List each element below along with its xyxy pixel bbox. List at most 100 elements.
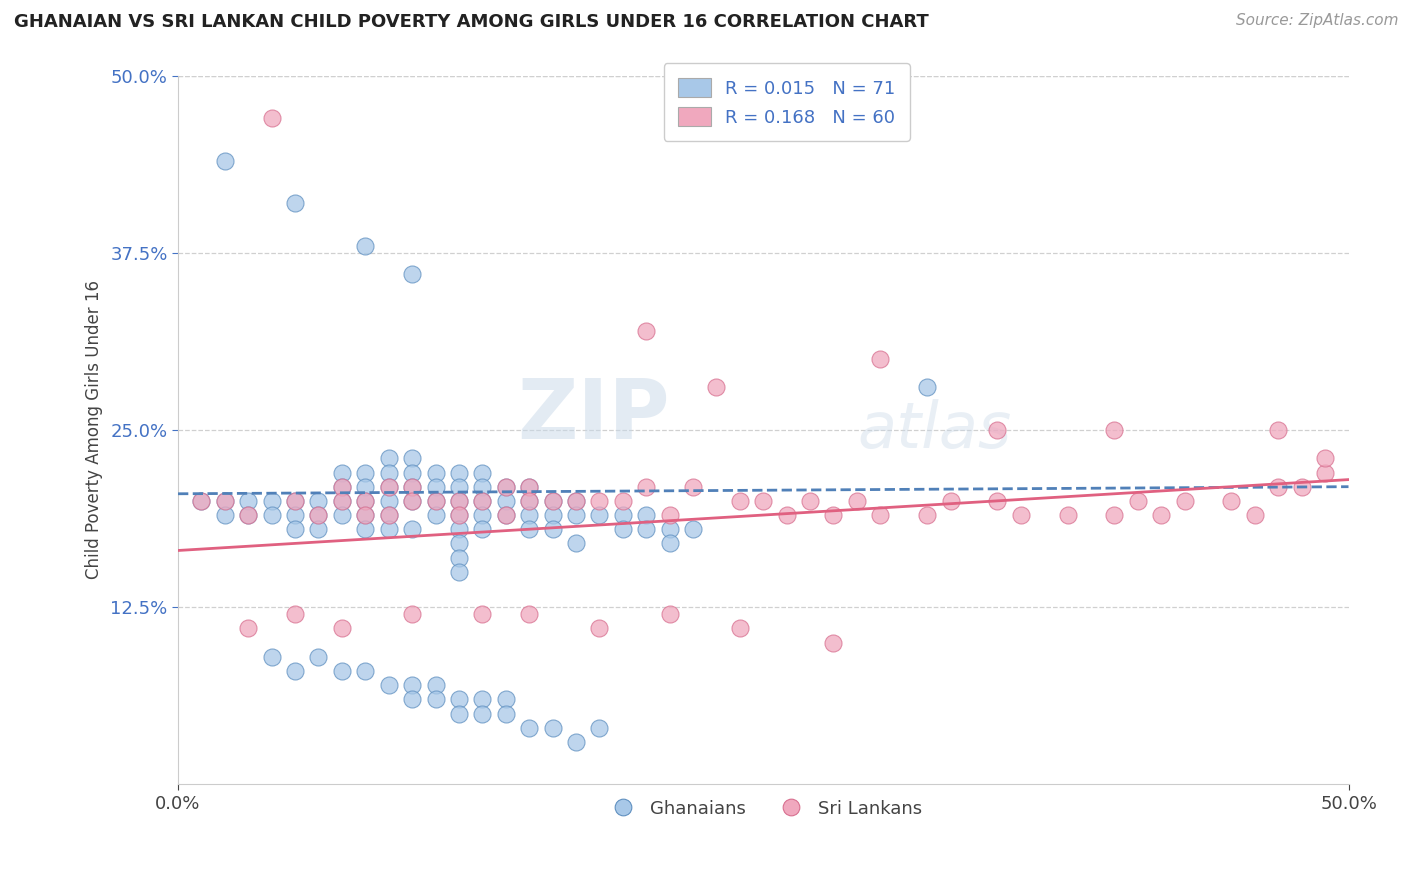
Point: [612, 494, 634, 508]
Point: [260, 494, 283, 508]
Point: [190, 494, 212, 508]
Point: [238, 494, 260, 508]
Point: [1126, 494, 1149, 508]
Point: [706, 380, 728, 394]
Point: [541, 721, 564, 735]
Point: [354, 508, 377, 522]
Point: [1267, 423, 1289, 437]
Point: [284, 522, 307, 536]
Point: [495, 494, 517, 508]
Point: [308, 649, 330, 664]
Point: [658, 536, 681, 550]
Point: [517, 494, 540, 508]
Point: [377, 508, 399, 522]
Point: [471, 508, 494, 522]
Point: [308, 522, 330, 536]
Point: [377, 678, 399, 692]
Point: [471, 494, 494, 508]
Point: [471, 494, 494, 508]
Point: [308, 508, 330, 522]
Point: [401, 522, 423, 536]
Point: [447, 508, 470, 522]
Point: [517, 494, 540, 508]
Point: [284, 494, 307, 508]
Point: [284, 494, 307, 508]
Point: [214, 508, 236, 522]
Point: [401, 466, 423, 480]
Point: [1104, 423, 1126, 437]
Point: [495, 692, 517, 706]
Point: [447, 692, 470, 706]
Point: [565, 536, 588, 550]
Point: [565, 508, 588, 522]
Point: [260, 111, 283, 125]
Point: [190, 494, 212, 508]
Point: [377, 466, 399, 480]
Point: [471, 692, 494, 706]
Point: [308, 494, 330, 508]
Point: [401, 494, 423, 508]
Point: [752, 494, 775, 508]
Point: [565, 494, 588, 508]
Point: [330, 480, 353, 494]
Point: [260, 649, 283, 664]
Point: [354, 508, 377, 522]
Point: [284, 508, 307, 522]
Point: [377, 494, 399, 508]
Point: [517, 508, 540, 522]
Point: [658, 607, 681, 622]
Text: ZIP: ZIP: [517, 376, 669, 457]
Point: [986, 423, 1008, 437]
Point: [354, 494, 377, 508]
Point: [284, 664, 307, 678]
Point: [447, 536, 470, 550]
Point: [495, 508, 517, 522]
Point: [612, 522, 634, 536]
Point: [612, 508, 634, 522]
Point: [214, 494, 236, 508]
Point: [517, 721, 540, 735]
Point: [636, 480, 658, 494]
Point: [260, 508, 283, 522]
Point: [1056, 508, 1078, 522]
Point: [471, 522, 494, 536]
Point: [354, 238, 377, 252]
Point: [447, 494, 470, 508]
Point: [588, 622, 610, 636]
Point: [308, 508, 330, 522]
Point: [471, 480, 494, 494]
Point: [238, 622, 260, 636]
Point: [517, 522, 540, 536]
Point: [447, 508, 470, 522]
Point: [1267, 480, 1289, 494]
Point: [939, 494, 962, 508]
Point: [517, 480, 540, 494]
Y-axis label: Child Poverty Among Girls Under 16: Child Poverty Among Girls Under 16: [86, 280, 103, 580]
Point: [401, 607, 423, 622]
Point: [471, 607, 494, 622]
Point: [377, 451, 399, 466]
Point: [541, 522, 564, 536]
Point: [1150, 508, 1173, 522]
Point: [658, 508, 681, 522]
Point: [728, 622, 751, 636]
Point: [541, 494, 564, 508]
Point: [495, 480, 517, 494]
Point: [682, 522, 704, 536]
Point: [541, 508, 564, 522]
Point: [1244, 508, 1267, 522]
Point: [636, 508, 658, 522]
Text: GHANAIAN VS SRI LANKAN CHILD POVERTY AMONG GIRLS UNDER 16 CORRELATION CHART: GHANAIAN VS SRI LANKAN CHILD POVERTY AMO…: [14, 13, 929, 31]
Point: [377, 480, 399, 494]
Point: [541, 494, 564, 508]
Point: [517, 480, 540, 494]
Point: [447, 494, 470, 508]
Point: [214, 153, 236, 168]
Point: [354, 494, 377, 508]
Point: [447, 706, 470, 721]
Point: [354, 466, 377, 480]
Point: [682, 480, 704, 494]
Point: [425, 466, 447, 480]
Point: [565, 735, 588, 749]
Point: [1174, 494, 1197, 508]
